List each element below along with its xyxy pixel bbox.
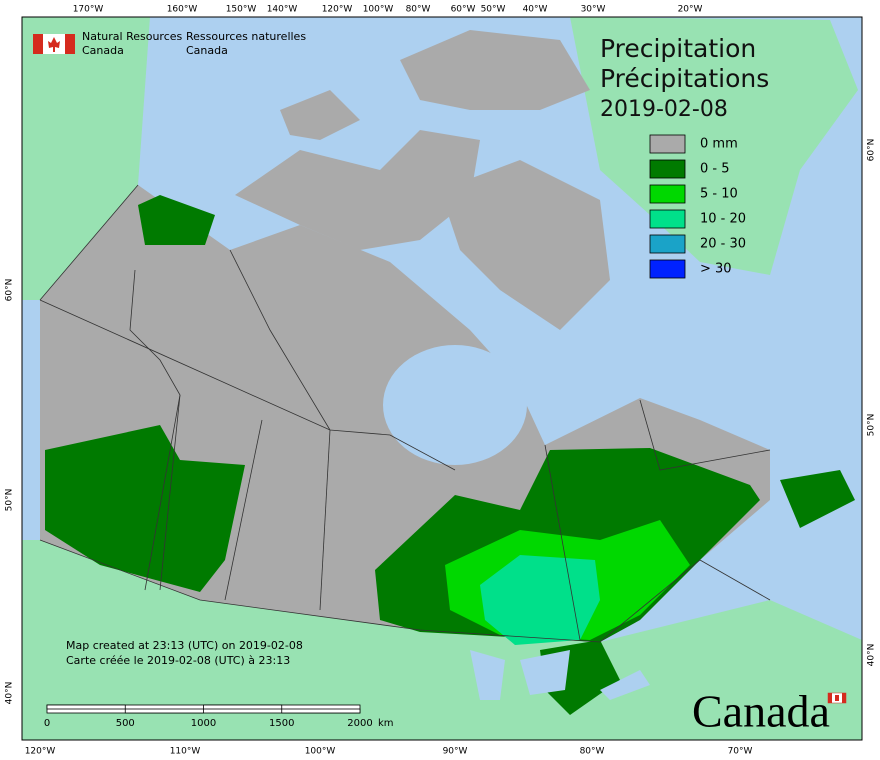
legend-label: 0 mm: [700, 137, 738, 152]
scale-segment: [124, 708, 204, 714]
legend-swatch: [649, 209, 686, 229]
lat-label: 50°N: [867, 414, 877, 437]
lon-label: 150°W: [226, 5, 257, 15]
agency-fr: Ressources naturelles: [186, 30, 306, 43]
flag: [33, 34, 75, 54]
legend-swatch: [649, 159, 686, 179]
scale-tick-label: 1000: [191, 718, 216, 729]
legend-label: 10 - 20: [700, 212, 746, 227]
scale-segment: [281, 708, 361, 714]
legend-label: 20 - 30: [700, 237, 746, 252]
lat-label: 40°N: [5, 682, 15, 705]
lon-label: 120°W: [322, 5, 353, 15]
scale-tick-label: 2000: [347, 718, 372, 729]
legend-swatch: [649, 234, 686, 254]
lon-label: 60°W: [451, 5, 476, 15]
lon-label: 80°W: [580, 747, 605, 757]
legend-swatch: [649, 184, 686, 204]
lon-label: 50°W: [481, 5, 506, 15]
date: 2019-02-08: [600, 97, 728, 122]
lon-label: 70°W: [728, 747, 753, 757]
lat-label: 60°N: [5, 279, 15, 302]
agency-en: Natural Resources: [82, 30, 183, 43]
lat-label: 60°N: [867, 139, 877, 162]
footer-note: Map created at 23:13 (UTC) on 2019-02-08: [66, 639, 303, 652]
lat-label: 50°N: [5, 489, 15, 512]
land: [22, 17, 862, 740]
scale-tick-label: 0: [44, 718, 50, 729]
legend-label: > 30: [700, 262, 732, 277]
lon-label: 170°W: [73, 5, 104, 15]
scale-tick-label: 1500: [269, 718, 294, 729]
lon-label: 100°W: [363, 5, 394, 15]
legend-swatch: [649, 134, 686, 154]
lon-label: 140°W: [267, 5, 298, 15]
lon-label: 100°W: [305, 747, 336, 757]
lon-label: 40°W: [523, 5, 548, 15]
agency-fr: Canada: [186, 44, 228, 57]
legend-label: 0 - 5: [700, 162, 730, 177]
borders: [39, 184, 771, 643]
scale-tick-label: 500: [116, 718, 135, 729]
lon-label: 20°W: [678, 5, 703, 15]
footer-note: Carte créée le 2019-02-08 (UTC) à 23:13: [66, 654, 290, 667]
legend-swatch: [649, 259, 686, 279]
scale-segment: [203, 704, 283, 710]
lon-label: 160°W: [167, 5, 198, 15]
map-frame: [21, 16, 863, 741]
lon-label: 120°W: [25, 747, 56, 757]
scale-bar: 0 500 1000 1500 2000 km: [44, 704, 394, 729]
legend-label: 5 - 10: [700, 187, 738, 202]
canada-wordmark: Canada: [692, 686, 847, 737]
lon-label: 110°W: [170, 747, 201, 757]
title: Precipitation: [600, 34, 756, 63]
lat-label: 40°N: [867, 644, 877, 667]
scale-segment: [46, 704, 126, 710]
lon-label: 90°W: [443, 747, 468, 757]
scale-unit: km: [378, 718, 394, 729]
lon-label: 30°W: [581, 5, 606, 15]
lon-label: 80°W: [406, 5, 431, 15]
agency-en: Canada: [82, 44, 124, 57]
wordmark: Canada: [692, 686, 830, 737]
title: Précipitations: [600, 64, 769, 93]
